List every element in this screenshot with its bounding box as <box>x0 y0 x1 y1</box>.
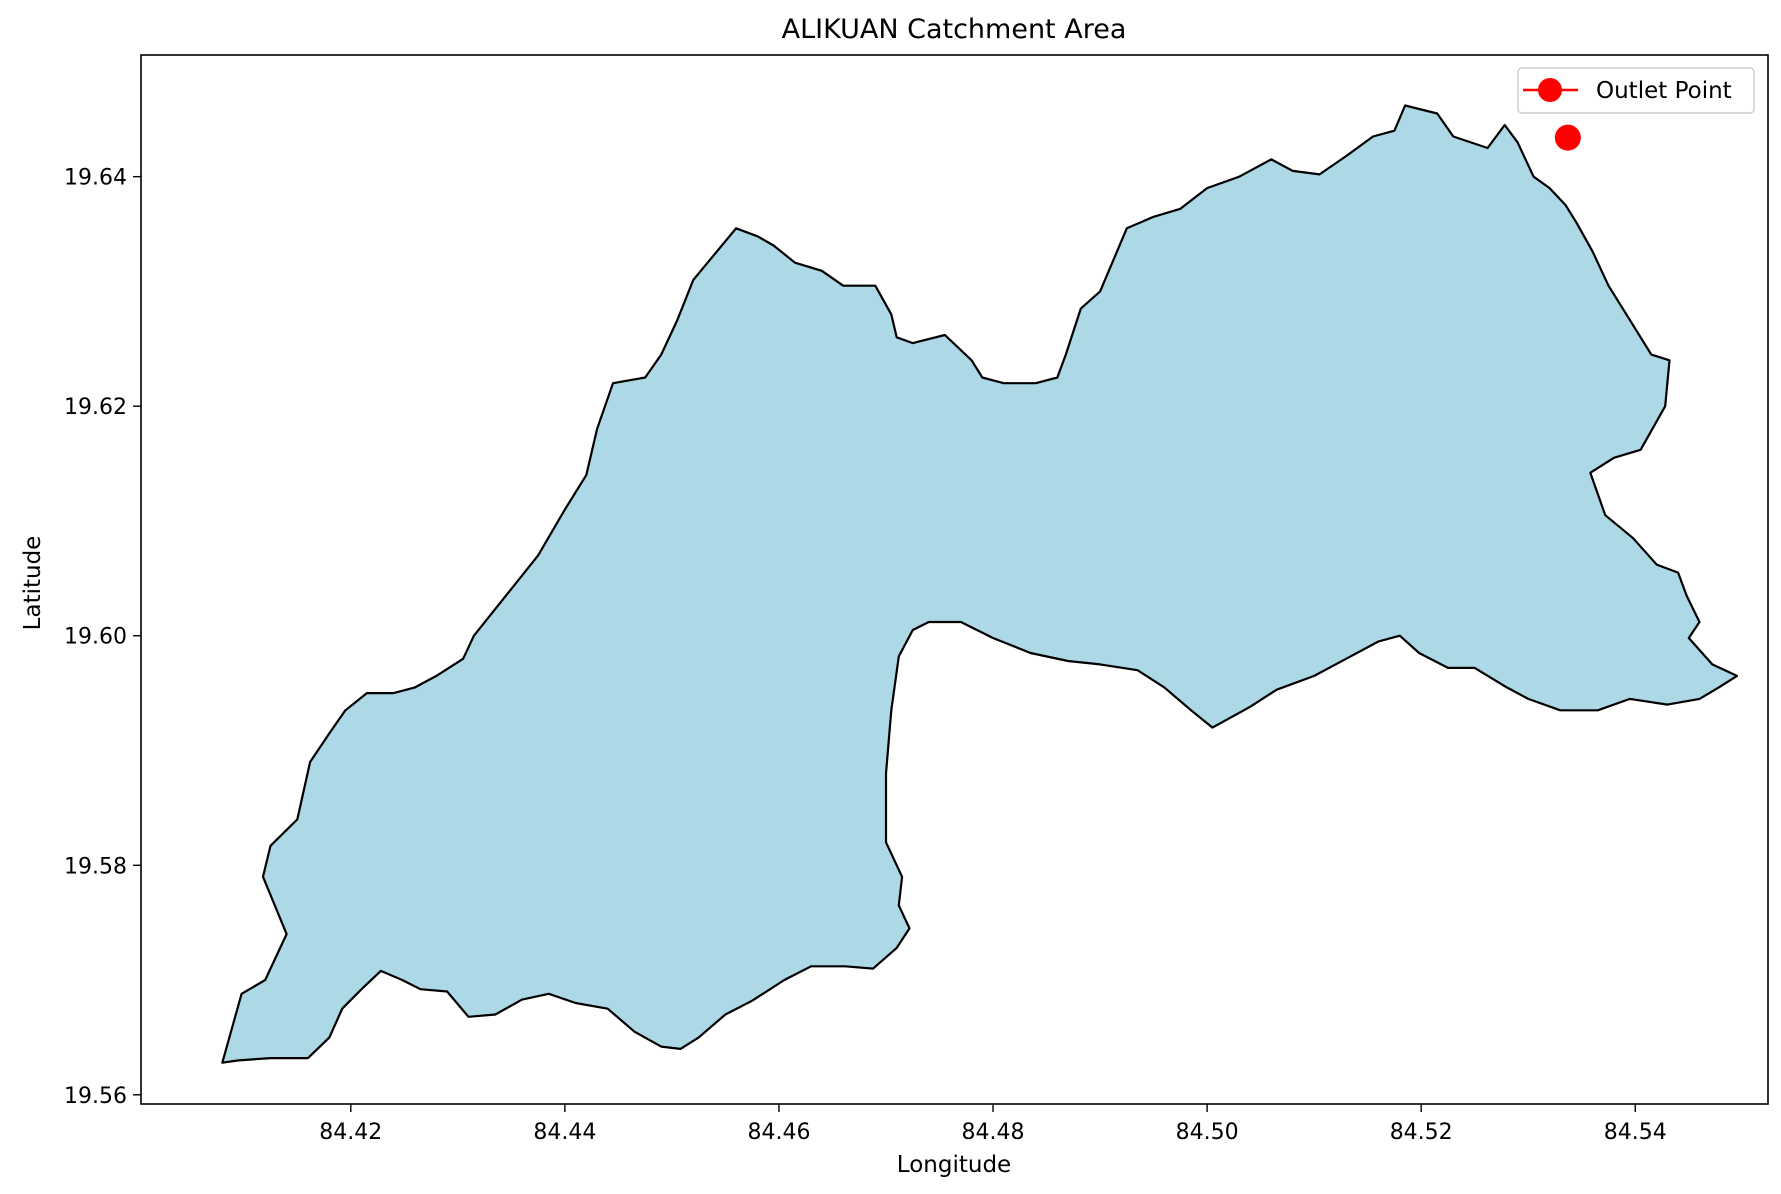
x-tick-label: 84.50 <box>1176 1120 1239 1145</box>
x-tick-label: 84.44 <box>533 1120 596 1145</box>
plot-area <box>221 104 1739 1064</box>
x-tick-label: 84.54 <box>1604 1120 1667 1145</box>
legend-point-marker <box>1538 78 1562 102</box>
x-tick-label: 84.52 <box>1390 1120 1453 1145</box>
y-tick-label: 19.62 <box>64 395 127 420</box>
y-tick-label: 19.60 <box>64 625 127 650</box>
legend: Outlet Point <box>1517 67 1755 114</box>
chart-title: ALIKUAN Catchment Area <box>782 14 1127 45</box>
y-axis-label: Latitude <box>20 536 46 631</box>
x-tick-label: 84.48 <box>962 1120 1025 1145</box>
y-tick-label: 19.64 <box>64 166 127 191</box>
legend-label-outlet-point: Outlet Point <box>1596 78 1732 104</box>
x-tick-label: 84.46 <box>747 1120 810 1145</box>
x-tick-label: 84.42 <box>319 1120 382 1145</box>
legend-box <box>1517 67 1755 114</box>
x-axis-label: Longitude <box>897 1152 1011 1178</box>
y-axis-ticks: 19.56 19.58 19.60 19.62 19.64 <box>64 166 141 1109</box>
outlet-point-marker <box>1554 124 1581 151</box>
y-tick-label: 19.56 <box>64 1084 127 1109</box>
axes-frame <box>140 54 1769 1105</box>
x-axis-ticks: 84.42 84.44 84.46 84.48 84.50 84.52 84.54 <box>319 1104 1667 1145</box>
catchment-polygon <box>221 104 1739 1064</box>
y-tick-label: 19.58 <box>64 854 127 879</box>
